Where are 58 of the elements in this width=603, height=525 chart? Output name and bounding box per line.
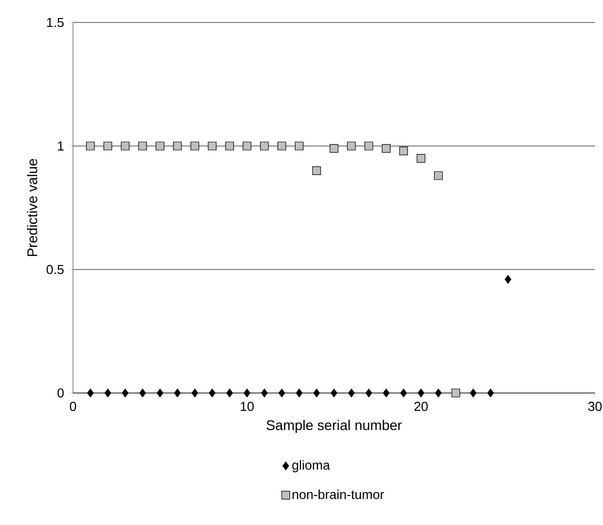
point bbox=[296, 388, 302, 398]
point bbox=[244, 388, 250, 398]
point bbox=[104, 388, 112, 398]
point bbox=[225, 142, 234, 150]
point bbox=[365, 388, 372, 398]
point bbox=[242, 142, 252, 150]
point bbox=[192, 388, 198, 398]
point bbox=[487, 388, 494, 398]
point bbox=[104, 142, 112, 150]
point bbox=[260, 142, 269, 150]
point bbox=[330, 388, 338, 398]
point bbox=[400, 388, 407, 398]
y-tick-label: 1 bbox=[58, 142, 64, 150]
point bbox=[348, 388, 355, 398]
point bbox=[435, 388, 442, 398]
point bbox=[382, 388, 390, 398]
point bbox=[418, 388, 424, 398]
point bbox=[138, 142, 147, 150]
point bbox=[470, 388, 476, 398]
point bbox=[190, 142, 200, 150]
y-axis-title: Predictive value bbox=[26, 158, 38, 256]
point bbox=[416, 154, 426, 163]
y-tick-label: 0 bbox=[57, 388, 64, 398]
point bbox=[86, 142, 95, 150]
y-tick-label: 1.5 bbox=[47, 18, 64, 28]
point bbox=[278, 142, 286, 150]
point bbox=[208, 142, 216, 150]
point bbox=[382, 144, 390, 153]
y-tick-label: 0.5 bbox=[46, 264, 64, 274]
point bbox=[278, 388, 286, 398]
point bbox=[122, 388, 128, 398]
point bbox=[139, 388, 146, 398]
point bbox=[87, 388, 94, 398]
point bbox=[156, 388, 164, 398]
point bbox=[504, 275, 512, 284]
point bbox=[156, 142, 164, 150]
point bbox=[330, 144, 338, 153]
point bbox=[226, 388, 233, 398]
point bbox=[312, 166, 321, 175]
point bbox=[294, 142, 304, 150]
point bbox=[173, 142, 182, 150]
point bbox=[261, 388, 268, 398]
point bbox=[174, 388, 181, 398]
point bbox=[313, 388, 320, 398]
x-tick-label: 10 bbox=[240, 402, 254, 411]
point bbox=[208, 388, 216, 398]
point bbox=[347, 142, 356, 150]
point bbox=[364, 142, 374, 150]
x-tick-label: 30 bbox=[588, 402, 602, 411]
x-tick-label: 20 bbox=[414, 402, 428, 411]
point bbox=[120, 142, 130, 150]
legend-label: non-brain-tumor bbox=[292, 490, 384, 500]
legend-label: glioma bbox=[292, 460, 330, 472]
x-axis-title: Sample serial number bbox=[266, 420, 402, 433]
x-tick-label: 0 bbox=[70, 402, 76, 411]
point bbox=[434, 171, 443, 180]
point bbox=[399, 146, 408, 156]
point bbox=[451, 388, 460, 398]
